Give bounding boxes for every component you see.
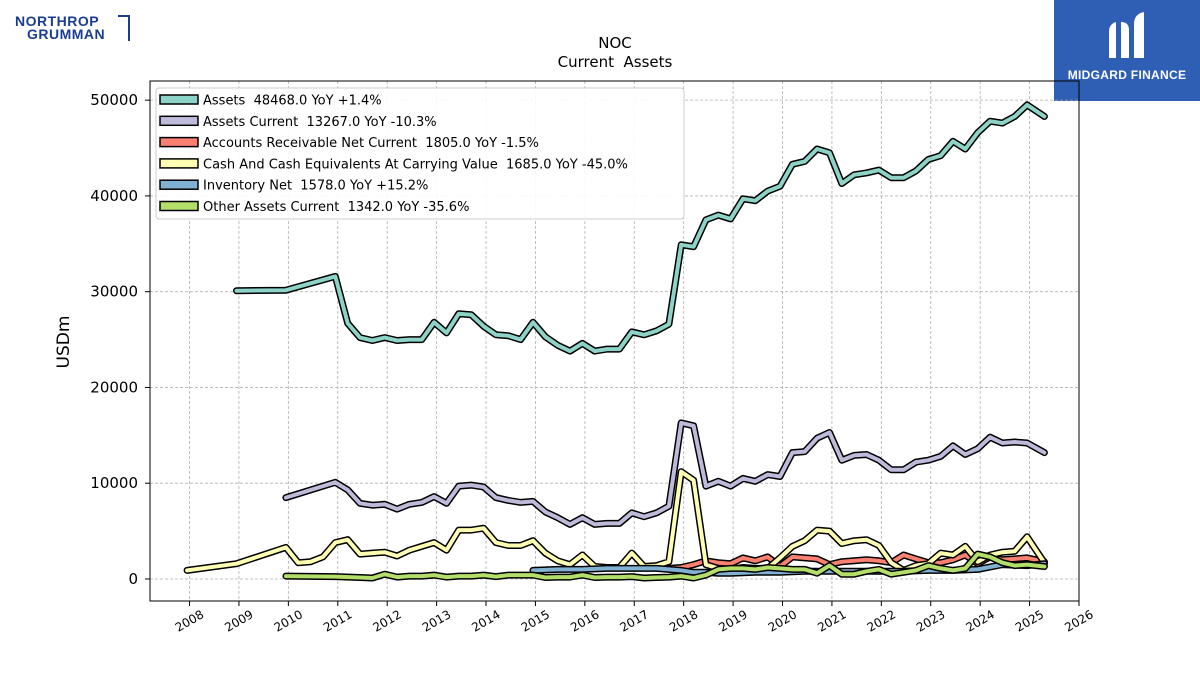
logo-bracket <box>118 15 130 41</box>
x-tick-label: 2024 <box>963 607 996 634</box>
x-tick-label: 2010 <box>272 607 305 634</box>
series-5-line <box>282 550 1048 582</box>
x-tick-label: 2011 <box>321 607 354 634</box>
chart-subtitle: Current Assets <box>558 53 673 71</box>
midgard-finance-logo: MIDGARD FINANCE <box>1054 0 1200 101</box>
legend-entry-label: Assets Current 13267.0 YoY -10.3% <box>203 115 437 130</box>
series-0-line <box>233 101 1048 355</box>
midgard-finance-text: MIDGARD FINANCE <box>1067 68 1187 82</box>
y-tick-label: 10000 <box>90 474 138 492</box>
x-tick-label: 2018 <box>667 607 700 634</box>
legend-entry-label: Inventory Net 1578.0 YoY +15.2% <box>203 179 428 194</box>
legend-swatch <box>159 115 199 127</box>
chart-title: NOC <box>598 34 632 52</box>
logo-line-2: GRUMMAN <box>27 26 106 42</box>
x-tick-label: 2009 <box>222 607 255 634</box>
y-tick-label: 50000 <box>90 91 138 109</box>
x-tick-label: 2012 <box>370 607 403 634</box>
x-tick-label: 2013 <box>420 607 453 634</box>
legend-swatch <box>159 179 199 190</box>
northrop-grumman-logo: NORTHROP GRUMMAN <box>14 14 134 44</box>
legend-swatch <box>159 200 199 212</box>
series-stroke <box>283 420 1047 527</box>
x-tick-label: 2026 <box>1062 607 1095 634</box>
series-stroke <box>234 102 1047 354</box>
x-tick-label: 2020 <box>766 607 799 634</box>
x-tick-label: 2016 <box>568 607 601 634</box>
legend-entry-label: Other Assets Current 1342.0 YoY -35.6% <box>203 200 469 215</box>
y-tick-label: 0 <box>128 570 138 588</box>
x-tick-label: 2017 <box>618 607 651 634</box>
logo-line-1: NORTHROP <box>15 13 100 29</box>
y-tick-label: 30000 <box>90 283 138 301</box>
x-tick-label: 2022 <box>865 607 898 634</box>
y-tick-label: 40000 <box>90 187 138 205</box>
series-stroke <box>283 552 1047 580</box>
legend-swatch <box>159 136 199 148</box>
x-tick-label: 2021 <box>815 607 848 634</box>
legend-box <box>155 87 685 220</box>
chart-legend: Assets 48468.0 YoY +1.4% Assets Current 1… <box>155 87 685 220</box>
series-1-line <box>282 419 1048 528</box>
y-tick-label: 20000 <box>90 378 138 396</box>
x-tick-label: 2014 <box>469 607 502 634</box>
x-tick-label: 2015 <box>519 607 552 634</box>
x-tick-label: 2008 <box>173 607 206 634</box>
plot-area-frame <box>149 80 1080 602</box>
x-tick-label: 2025 <box>1013 607 1046 634</box>
legend-entry-label: Cash And Cash Equivalents At Carrying Va… <box>203 157 628 172</box>
legend-entry-label: Assets 48468.0 YoY +1.4% <box>203 94 382 109</box>
x-tick-label: 2023 <box>914 607 947 634</box>
midgard-mark-icon <box>1109 12 1144 58</box>
x-tick-label: 2019 <box>716 607 749 634</box>
legend-swatch <box>159 158 199 169</box>
y-axis-label: USDm <box>54 316 74 369</box>
legend-swatch <box>159 94 199 105</box>
legend-entry-label: Accounts Receivable Net Current 1805.0 Y… <box>203 136 539 151</box>
series-lines <box>183 101 1048 582</box>
